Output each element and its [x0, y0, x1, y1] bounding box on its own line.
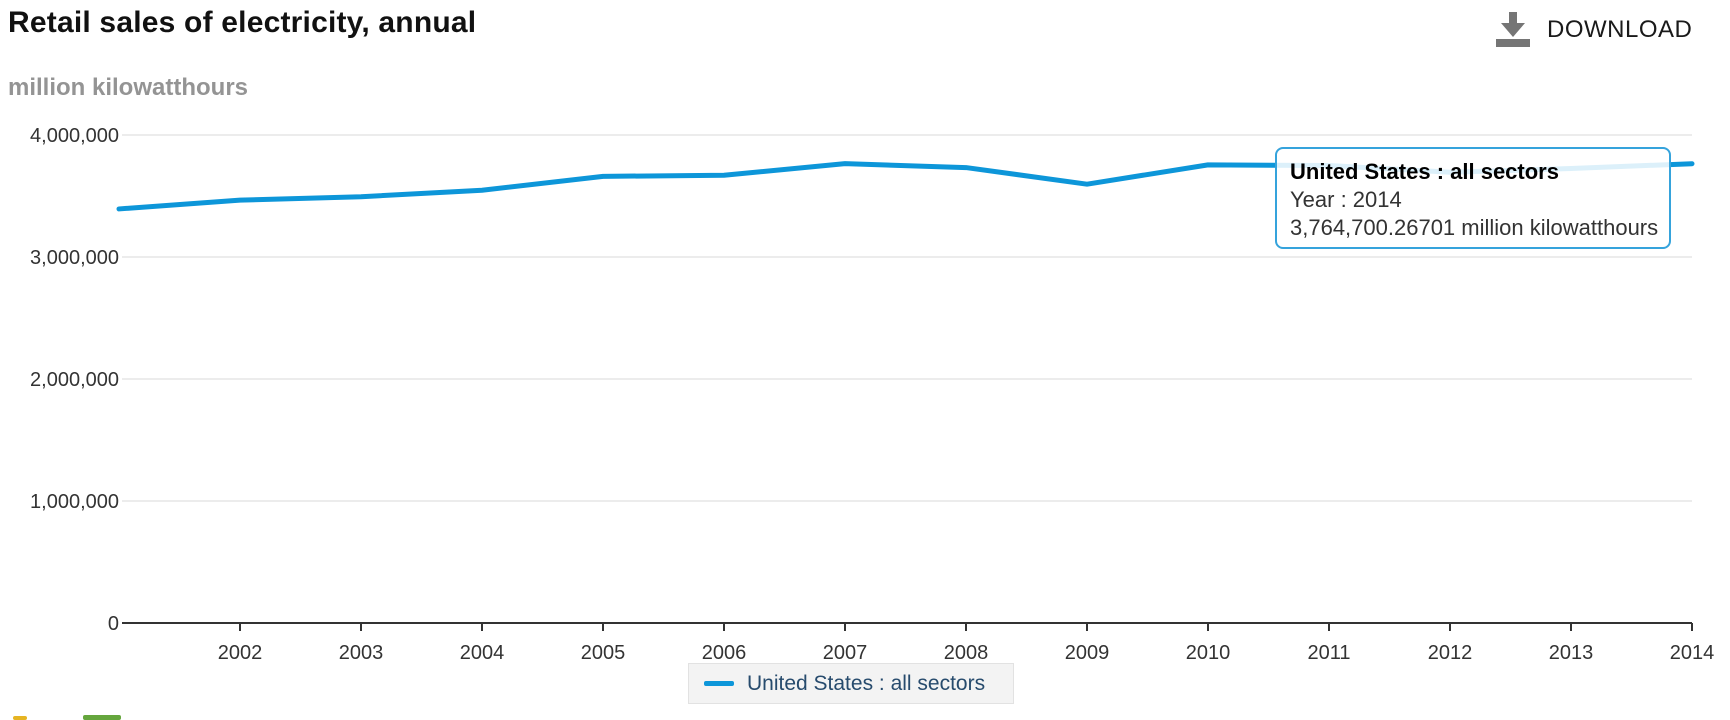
download-icon	[1495, 10, 1531, 50]
eia-logo-partial-yellow	[13, 716, 27, 720]
x-tick-label: 2009	[1065, 642, 1110, 664]
y-tick-label: 1,000,000	[30, 491, 119, 513]
eia-logo-partial-green	[83, 715, 121, 720]
x-tick-label: 2003	[339, 642, 384, 664]
x-tick-label: 2010	[1186, 642, 1231, 664]
x-tick-label: 2014	[1670, 642, 1715, 664]
x-tick-label: 2012	[1428, 642, 1473, 664]
download-button[interactable]: DOWNLOAD	[1495, 6, 1692, 54]
tooltip-year: Year : 2014	[1290, 187, 1402, 212]
x-tick-label: 2006	[702, 642, 747, 664]
y-tick-label: 4,000,000	[30, 125, 119, 147]
page-title: Retail sales of electricity, annual	[8, 6, 477, 39]
y-tick-label: 3,000,000	[30, 247, 119, 269]
tooltip-value: 3,764,700.26701 million kilowatthours	[1290, 215, 1659, 240]
download-label: DOWNLOAD	[1547, 16, 1693, 43]
x-tick-label: 2007	[823, 642, 868, 664]
legend-line-swatch	[704, 681, 734, 686]
x-tick-label: 2004	[460, 642, 505, 664]
x-tick-label: 2011	[1307, 642, 1350, 664]
x-tick-label: 2008	[944, 642, 989, 664]
x-tick-label: 2013	[1549, 642, 1594, 664]
x-tick-label: 2005	[581, 642, 626, 664]
legend-label: United States : all sectors	[747, 671, 986, 695]
legend-item-united-states-all-sectors[interactable]: United States : all sectors	[688, 663, 1014, 704]
y-axis-title: million kilowatthours	[8, 74, 249, 101]
chart-tooltip: United States : all sectors Year : 2014 …	[1275, 147, 1671, 249]
tooltip-series-name: United States : all sectors	[1290, 159, 1559, 184]
x-tick-label: 2002	[218, 642, 263, 664]
y-tick-label: 2,000,000	[30, 369, 119, 391]
y-tick-label: 0	[108, 613, 119, 635]
